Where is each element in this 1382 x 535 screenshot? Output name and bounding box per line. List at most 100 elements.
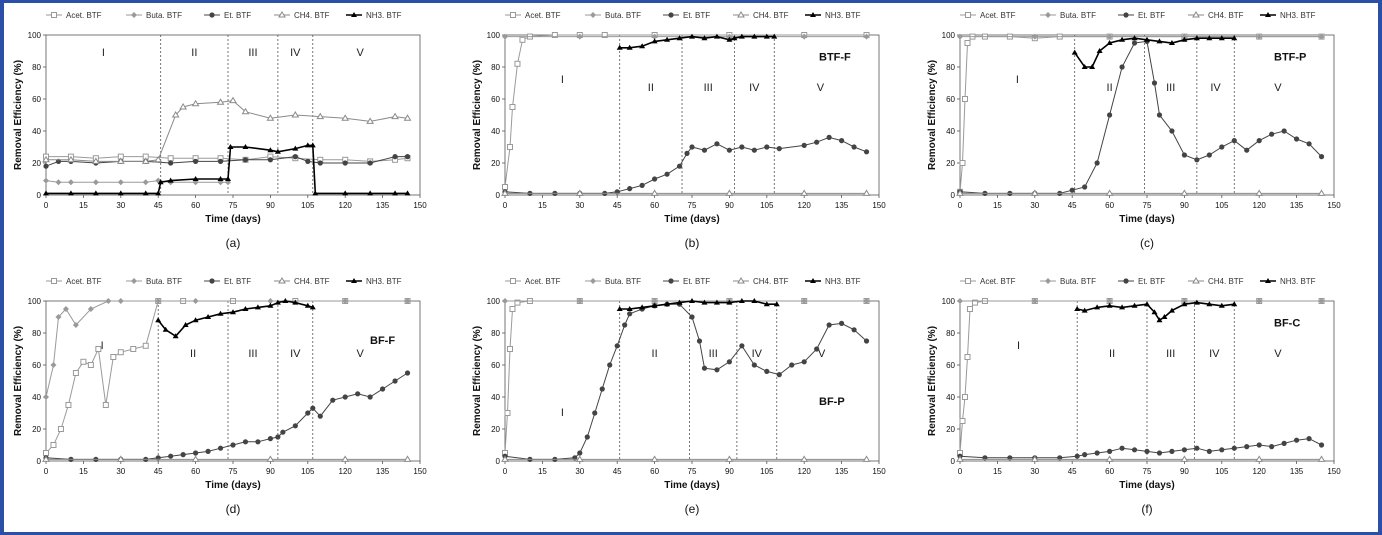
- legend-label-nh3-btf: NH3. BTF: [825, 277, 861, 286]
- legend-label-et-btf: Et. BTF: [683, 11, 710, 20]
- data-point-ch4-btf: [862, 189, 871, 196]
- x-tick-label: 60: [191, 467, 200, 476]
- data-point-acet-btf: [65, 402, 72, 408]
- data-point-ch4-btf: [141, 157, 150, 164]
- data-point-acet-btf: [80, 358, 87, 365]
- data-point-acet-btf: [167, 155, 174, 162]
- data-point-et-btf: [267, 157, 273, 163]
- phase-label: V: [1274, 82, 1282, 94]
- data-point-acet-btf: [57, 426, 64, 432]
- data-point-nh3-btf: [1081, 64, 1088, 69]
- data-point-ch4-btf: [316, 112, 325, 120]
- x-axis-label: Time (days): [1119, 214, 1174, 225]
- data-point-buta-btf: [1106, 298, 1113, 304]
- x-tick-label: 30: [575, 467, 584, 476]
- panel-caption: (a): [226, 236, 241, 250]
- data-point-acet-btf: [959, 418, 966, 424]
- data-point-nh3-btf: [157, 179, 164, 185]
- data-point-nh3-btf: [1106, 40, 1113, 45]
- data-point-et-btf: [814, 139, 820, 145]
- y-tick-label: 20: [32, 159, 41, 168]
- data-point-et-btf: [242, 157, 249, 163]
- data-point-ch4-btf: [341, 114, 350, 121]
- x-tick-label: 30: [1030, 201, 1039, 210]
- x-tick-label: 135: [835, 201, 849, 210]
- y-tick-label: 0: [496, 191, 501, 200]
- data-point-et-btf: [280, 429, 286, 435]
- data-point-et-btf: [714, 141, 720, 147]
- plot-area: [504, 300, 880, 462]
- data-point-nh3-btf: [616, 44, 623, 50]
- x-tick-label: 45: [154, 201, 163, 210]
- data-point-ch4-btf: [1255, 189, 1264, 196]
- phase-label: IV: [290, 348, 301, 360]
- data-point-et-btf: [1206, 152, 1212, 158]
- y-tick-label: 80: [491, 329, 500, 338]
- legend-label-ch4-btf: CH4. BTF: [294, 11, 330, 20]
- x-tick-label: 90: [1180, 467, 1189, 476]
- phase-label: IV: [749, 82, 760, 94]
- x-tick-label: 135: [1290, 467, 1304, 476]
- data-point-nh3-btf: [738, 33, 745, 39]
- data-point-nh3-btf: [92, 190, 99, 196]
- legend-label-ch4-btf: CH4. BTF: [294, 277, 330, 286]
- x-tick-label: 75: [229, 201, 238, 210]
- data-point-et-btf: [1131, 447, 1138, 453]
- x-tick-label: 75: [688, 467, 697, 476]
- legend-marker-ch4-btf: [737, 277, 745, 284]
- data-point-ch4-btf: [91, 157, 100, 164]
- legend-marker-acet-btf: [51, 278, 57, 284]
- legend-marker-ch4-btf: [1192, 11, 1200, 18]
- panel-caption: (f): [1141, 502, 1152, 516]
- series-line-et-btf: [45, 156, 408, 167]
- x-tick-label: 15: [993, 201, 1002, 210]
- data-point-nh3-btf: [142, 190, 149, 196]
- x-axis-label: Time (days): [664, 214, 719, 225]
- legend-label-ch4-btf: CH4. BTF: [1208, 11, 1244, 20]
- data-point-acet-btf: [50, 442, 57, 448]
- y-tick-label: 0: [951, 457, 956, 466]
- y-tick-label: 20: [32, 425, 41, 434]
- x-tick-label: 60: [191, 201, 200, 210]
- data-point-et-btf: [839, 320, 845, 326]
- data-point-et-btf: [267, 436, 273, 442]
- legend-label-acet-btf: Acet. BTF: [525, 11, 561, 20]
- data-point-et-btf: [1131, 40, 1138, 46]
- legend-label-nh3-btf: NH3. BTF: [366, 11, 402, 20]
- data-point-et-btf: [392, 154, 398, 160]
- y-tick-label: 60: [32, 361, 41, 370]
- data-point-et-btf: [404, 154, 411, 160]
- legend-marker-acet-btf: [51, 12, 57, 18]
- data-point-et-btf: [701, 147, 708, 153]
- data-point-nh3-btf: [689, 33, 695, 39]
- data-point-et-btf: [292, 423, 298, 429]
- x-tick-label: 30: [116, 201, 125, 210]
- legend-marker-nh3-btf: [810, 278, 816, 283]
- x-tick-label: 15: [538, 201, 547, 210]
- data-point-et-btf: [193, 450, 199, 456]
- x-axis-label: Time (days): [205, 214, 260, 225]
- data-point-buta-btf: [576, 298, 583, 304]
- data-point-et-btf: [230, 442, 236, 448]
- data-point-acet-btf: [964, 40, 971, 46]
- data-point-acet-btf: [43, 450, 49, 456]
- data-point-nh3-btf: [117, 190, 124, 196]
- legend-label-nh3-btf: NH3. BTF: [1280, 277, 1316, 286]
- data-point-et-btf: [614, 343, 620, 349]
- legend-label-buta-btf: Buta. BTF: [1060, 11, 1096, 20]
- data-point-et-btf: [684, 150, 690, 156]
- data-point-et-btf: [1169, 448, 1175, 454]
- data-point-nh3-btf: [1106, 302, 1113, 308]
- legend-marker-acet-btf: [965, 278, 971, 284]
- phase-label: V: [818, 348, 826, 360]
- phase-label: III: [1166, 82, 1175, 94]
- data-point-nh3-btf: [1144, 301, 1150, 307]
- legend-marker-nh3-btf: [1265, 278, 1271, 283]
- x-tick-label: 135: [1290, 201, 1304, 210]
- data-point-et-btf: [1318, 154, 1325, 160]
- data-point-nh3-btf: [773, 301, 780, 307]
- data-point-acet-btf: [110, 354, 117, 360]
- data-point-et-btf: [168, 453, 174, 459]
- data-point-et-btf: [255, 439, 261, 445]
- data-point-nh3-btf: [664, 301, 671, 307]
